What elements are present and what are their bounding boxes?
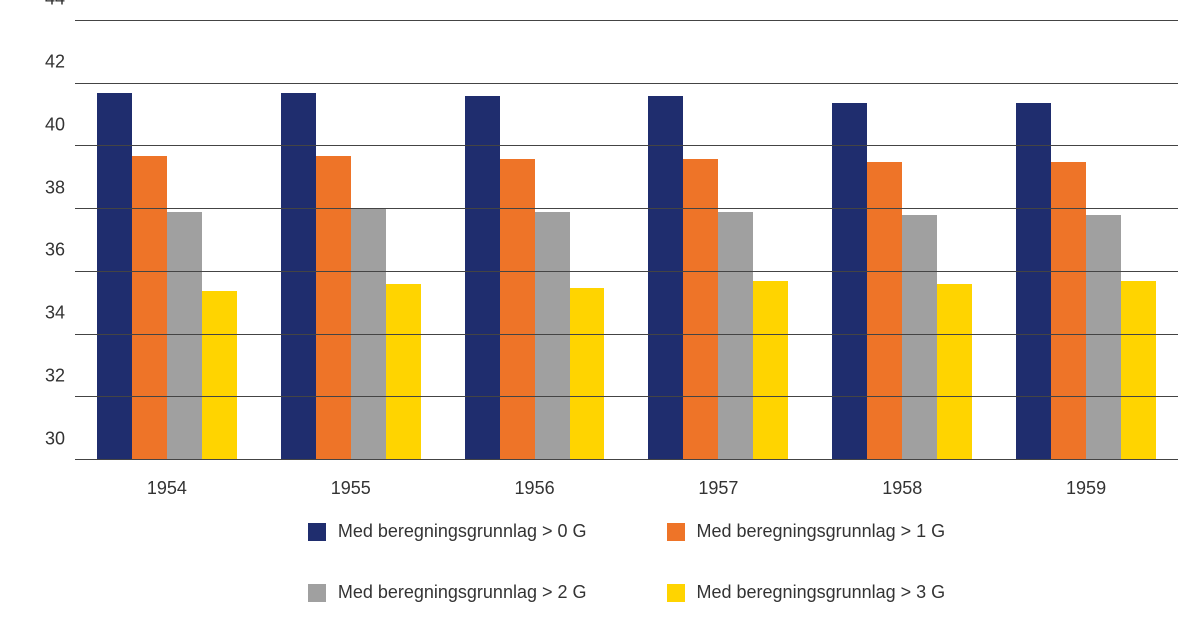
bar-group [994, 21, 1178, 460]
legend: Med beregningsgrunnlag > 0 G Med beregnin… [75, 521, 1178, 603]
bar [386, 284, 421, 460]
y-axis: 3032343638404244 [20, 20, 75, 460]
bar [500, 159, 535, 460]
legend-item: Med beregningsgrunnlag > 1 G [667, 521, 946, 542]
bar [281, 93, 316, 460]
bar [202, 291, 237, 460]
bar [167, 212, 202, 460]
legend-swatch [308, 584, 326, 602]
y-tick-label: 42 [45, 51, 65, 72]
bar [902, 215, 937, 460]
y-tick-label: 38 [45, 177, 65, 198]
x-tick-label: 1959 [994, 478, 1178, 499]
legend-label: Med beregningsgrunnlag > 2 G [338, 582, 587, 603]
legend-swatch [308, 523, 326, 541]
bar-group [75, 21, 259, 460]
gridline [75, 396, 1178, 397]
gridline [75, 208, 1178, 209]
bar [832, 103, 867, 460]
x-tick-label: 1955 [259, 478, 443, 499]
gridline [75, 271, 1178, 272]
bar [570, 288, 605, 460]
legend-swatch [667, 584, 685, 602]
bar-group [443, 21, 627, 460]
legend-label: Med beregningsgrunnlag > 3 G [697, 582, 946, 603]
bar [535, 212, 570, 460]
bar [132, 156, 167, 460]
bar [1121, 281, 1156, 460]
bar [867, 162, 902, 460]
bar [351, 209, 386, 460]
bar [648, 96, 683, 460]
y-tick-label: 30 [45, 429, 65, 450]
y-tick-label: 44 [45, 0, 65, 10]
bar [316, 156, 351, 460]
y-tick-label: 32 [45, 366, 65, 387]
x-tick-label: 1954 [75, 478, 259, 499]
plot-area: 3032343638404244 [20, 20, 1178, 460]
bar-group [626, 21, 810, 460]
grid-and-bars [75, 20, 1178, 460]
legend-item: Med beregningsgrunnlag > 3 G [667, 582, 946, 603]
bar [683, 159, 718, 460]
gridline [75, 459, 1178, 460]
bar [937, 284, 972, 460]
bar-group [259, 21, 443, 460]
bar [1086, 215, 1121, 460]
legend-row: Med beregningsgrunnlag > 0 G Med beregnin… [75, 521, 1178, 542]
x-axis: 195419551956195719581959 [75, 478, 1178, 499]
x-tick-label: 1958 [810, 478, 994, 499]
legend-swatch [667, 523, 685, 541]
legend-row: Med beregningsgrunnlag > 2 G Med beregnin… [75, 582, 1178, 603]
legend-item: Med beregningsgrunnlag > 0 G [308, 521, 587, 542]
gridline [75, 334, 1178, 335]
y-tick-label: 36 [45, 240, 65, 261]
bar [718, 212, 753, 460]
gridline [75, 83, 1178, 84]
bar-group [810, 21, 994, 460]
legend-item: Med beregningsgrunnlag > 2 G [308, 582, 587, 603]
y-tick-label: 40 [45, 114, 65, 135]
bar [753, 281, 788, 460]
legend-label: Med beregningsgrunnlag > 0 G [338, 521, 587, 542]
gridline [75, 20, 1178, 21]
y-tick-label: 34 [45, 303, 65, 324]
x-tick-label: 1956 [443, 478, 627, 499]
bar [97, 93, 132, 460]
bar [465, 96, 500, 460]
bar-chart: 3032343638404244 19541955195619571958195… [20, 20, 1178, 603]
bars-layer [75, 21, 1178, 460]
gridline [75, 145, 1178, 146]
x-tick-label: 1957 [626, 478, 810, 499]
legend-label: Med beregningsgrunnlag > 1 G [697, 521, 946, 542]
bar [1051, 162, 1086, 460]
bar [1016, 103, 1051, 460]
